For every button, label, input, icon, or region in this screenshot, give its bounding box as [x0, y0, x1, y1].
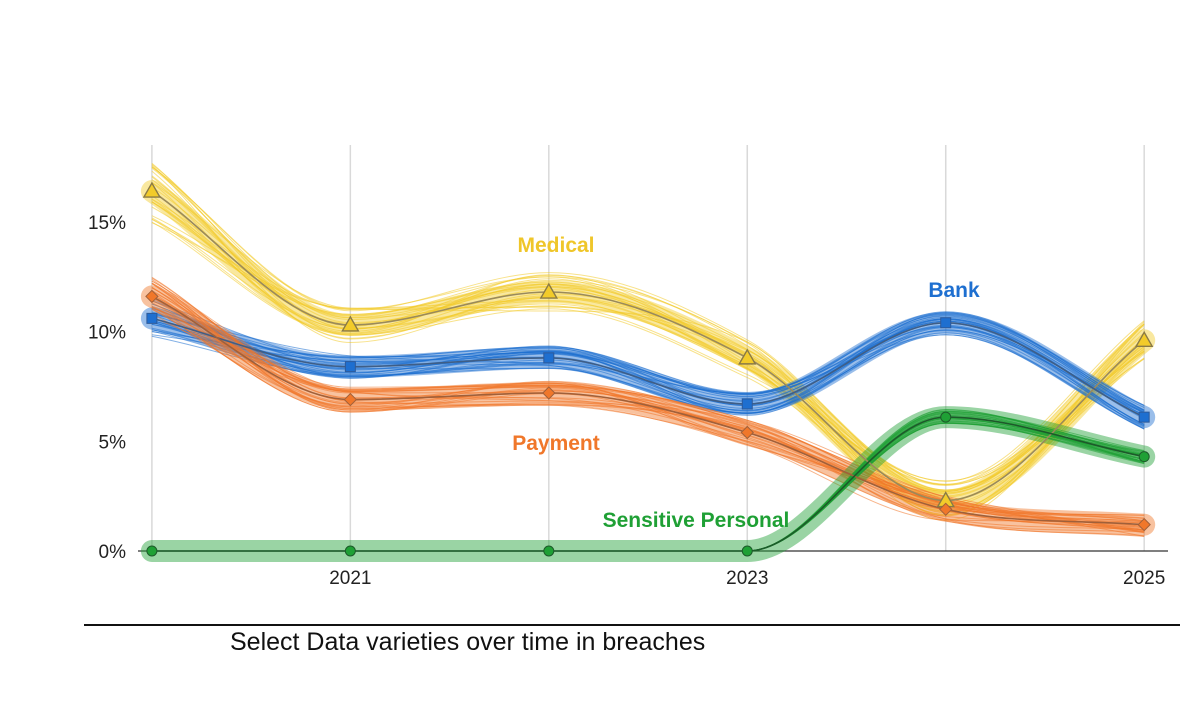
medical-sample-line — [151, 217, 1145, 482]
medical-label: Medical — [517, 234, 594, 257]
medical-band — [140, 180, 1156, 512]
y-tick-label: 5% — [99, 432, 127, 453]
medical-sample-line — [151, 215, 1145, 486]
medical-point-2025 — [1134, 330, 1154, 348]
medical-sample-line — [151, 166, 1145, 491]
payment-label: Payment — [512, 432, 600, 455]
caption-divider — [84, 624, 1180, 626]
payment-point-2024 — [939, 502, 953, 517]
bank-sample-line — [151, 307, 1145, 417]
bank-sample-line — [151, 300, 1145, 430]
medical-sample-line — [151, 176, 1145, 482]
sensitive-personal-point-2024 — [940, 411, 952, 423]
medical-point-2023 — [738, 348, 757, 365]
sensitive-personal-label: Sensitive Personal — [603, 509, 790, 532]
sensitive-personal-point-2020 — [146, 545, 158, 557]
bank-line — [151, 317, 1145, 418]
bank-point-2024 — [940, 317, 952, 329]
payment-sample-line — [151, 287, 1145, 521]
y-tick-label: 15% — [88, 213, 126, 234]
payment-point-2023 — [740, 425, 754, 440]
medical-sample-line — [151, 206, 1145, 512]
payment-sample-line — [151, 277, 1145, 522]
medical-point-2021 — [341, 315, 360, 332]
bank-label: Bank — [928, 279, 980, 302]
payment-sample-line — [151, 308, 1145, 516]
payment-point-2022 — [542, 386, 556, 400]
bank-sample-line — [151, 303, 1145, 427]
chart-caption: Select Data varieties over time in breac… — [230, 628, 706, 656]
uncertainty-bands — [140, 162, 1156, 563]
medical-sample-line — [151, 189, 1145, 507]
y-tick-label: 10% — [88, 323, 126, 344]
bank-sample-line — [151, 305, 1145, 414]
x-tick-label: 2025 — [1123, 568, 1165, 589]
medical-sample-line — [151, 182, 1145, 516]
y-tick-label: 0% — [99, 542, 127, 563]
x-tick-label: 2023 — [726, 568, 768, 589]
bank-sample-line — [151, 311, 1145, 411]
medical-line — [151, 190, 1145, 502]
medical-sample-line — [151, 221, 1145, 497]
series-lines — [151, 190, 1145, 552]
payment-sample-line — [151, 287, 1145, 524]
medical-sample-line — [151, 179, 1145, 516]
medical-point-2022 — [539, 282, 559, 299]
sensitive-personal-line — [151, 416, 1145, 552]
bank-point-2025 — [1138, 411, 1150, 423]
sensitive-personal-point-2021 — [344, 545, 356, 557]
bank-point-2020 — [146, 312, 158, 324]
sensitive-personal-point-2025 — [1138, 451, 1150, 463]
data-points — [142, 181, 1154, 557]
payment-line — [151, 295, 1145, 526]
payment-point-2021 — [343, 392, 358, 407]
axis-ticks: 0% 5% 10% 15% 2021 2023 2025 — [88, 213, 1165, 589]
medical-sample-line — [151, 201, 1145, 486]
medical-sample-line — [151, 186, 1145, 513]
medical-point-2020 — [142, 181, 162, 198]
payment-point-2025 — [1137, 517, 1151, 532]
medical-sample-line — [151, 201, 1145, 494]
x-tick-label: 2021 — [329, 568, 371, 589]
medical-sample-line — [151, 218, 1145, 502]
bank-point-2023 — [741, 398, 753, 410]
payment-sample-line — [151, 294, 1145, 537]
payment-point-2020 — [145, 289, 159, 304]
bank-point-2021 — [344, 361, 356, 373]
sensitive-personal-point-2022 — [543, 545, 555, 557]
sensitive-personal-point-2023 — [741, 545, 753, 557]
bank-sample-line — [151, 315, 1145, 412]
bank-sample-line — [151, 321, 1145, 425]
bank-point-2022 — [543, 352, 555, 364]
payment-sample-line — [151, 280, 1145, 529]
series-labels: Medical Bank Payment Sensitive Personal — [512, 234, 980, 532]
bank-sample-line — [151, 329, 1145, 416]
